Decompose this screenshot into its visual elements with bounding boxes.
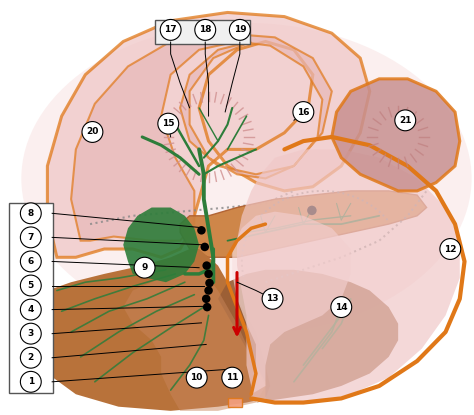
Ellipse shape: [21, 23, 472, 334]
Text: 13: 13: [266, 294, 279, 303]
Text: 6: 6: [27, 257, 34, 266]
Circle shape: [20, 203, 41, 224]
Polygon shape: [237, 149, 460, 403]
Text: 15: 15: [162, 119, 174, 128]
Polygon shape: [228, 398, 242, 407]
Circle shape: [331, 297, 352, 317]
Polygon shape: [332, 79, 460, 191]
Circle shape: [20, 347, 41, 368]
Text: 10: 10: [191, 373, 203, 382]
Polygon shape: [180, 191, 427, 257]
Circle shape: [204, 270, 213, 278]
Text: 14: 14: [335, 303, 347, 312]
Circle shape: [20, 299, 41, 320]
Polygon shape: [71, 33, 332, 241]
Circle shape: [440, 239, 461, 259]
Circle shape: [293, 102, 314, 122]
Circle shape: [222, 367, 243, 388]
Polygon shape: [24, 249, 270, 411]
Text: 16: 16: [297, 107, 310, 117]
Circle shape: [229, 20, 250, 40]
Circle shape: [262, 288, 283, 309]
Polygon shape: [218, 270, 398, 403]
Circle shape: [20, 275, 41, 296]
Circle shape: [203, 303, 211, 311]
Polygon shape: [123, 266, 265, 411]
Circle shape: [20, 227, 41, 248]
Circle shape: [202, 261, 211, 270]
Text: 11: 11: [226, 373, 238, 382]
Text: 3: 3: [27, 329, 34, 338]
Text: 17: 17: [164, 25, 177, 34]
Polygon shape: [47, 12, 370, 257]
Text: 12: 12: [444, 244, 456, 254]
Circle shape: [197, 226, 206, 234]
Circle shape: [82, 122, 103, 142]
Circle shape: [20, 371, 41, 392]
Text: 20: 20: [86, 127, 99, 137]
Circle shape: [186, 367, 207, 388]
Text: 18: 18: [199, 25, 211, 34]
Circle shape: [202, 295, 210, 303]
Circle shape: [195, 20, 216, 40]
Circle shape: [134, 257, 155, 278]
Circle shape: [204, 286, 213, 295]
Bar: [9, 203, 53, 393]
Bar: [155, 20, 250, 44]
Circle shape: [395, 110, 416, 131]
Text: 4: 4: [27, 305, 34, 314]
Text: 5: 5: [27, 281, 34, 290]
Text: 1: 1: [27, 377, 34, 386]
Text: 9: 9: [141, 263, 148, 272]
Circle shape: [201, 243, 209, 251]
Text: 7: 7: [27, 233, 34, 242]
Text: 21: 21: [399, 116, 411, 125]
Text: 19: 19: [234, 25, 246, 34]
Circle shape: [20, 251, 41, 272]
Circle shape: [307, 206, 317, 215]
Polygon shape: [123, 208, 199, 282]
Text: 8: 8: [27, 209, 34, 218]
Circle shape: [20, 323, 41, 344]
Circle shape: [160, 20, 181, 40]
Circle shape: [158, 113, 179, 134]
Text: 2: 2: [27, 353, 34, 362]
Polygon shape: [232, 212, 351, 394]
Circle shape: [205, 279, 214, 287]
